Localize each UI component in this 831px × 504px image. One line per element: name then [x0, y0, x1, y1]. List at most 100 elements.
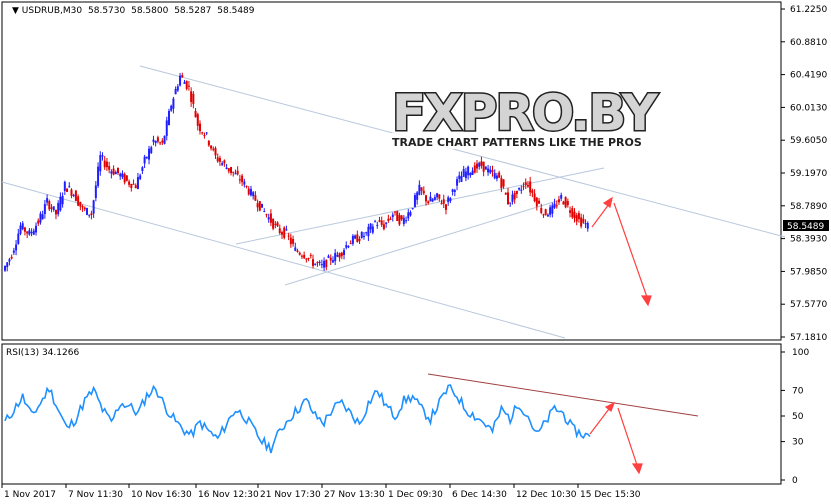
trendline-lower-long[interactable]	[1, 181, 566, 339]
candle-body	[223, 160, 226, 164]
candle-body	[487, 168, 490, 173]
candle-body	[491, 170, 494, 172]
candle-body	[398, 215, 401, 225]
candle-body	[467, 166, 470, 176]
price-tick-label: 57.1810	[790, 333, 827, 343]
candle-body	[125, 175, 128, 181]
rsi-arrow-up-head	[604, 401, 616, 412]
rsi-trendline[interactable]	[427, 373, 699, 417]
candle-body	[349, 243, 352, 245]
candle-body	[504, 192, 507, 195]
candle-body	[462, 169, 465, 177]
candle-body	[416, 192, 419, 200]
candle-body	[394, 211, 396, 213]
candle-body	[507, 192, 510, 205]
candle-body	[413, 195, 416, 207]
candle-body	[57, 203, 60, 215]
candle-body	[199, 123, 201, 132]
price-tick-label: 58.7890	[790, 202, 827, 212]
time-tick-label: 27 Nov 13:30	[324, 490, 385, 500]
candle-body	[300, 255, 303, 257]
price-tick-label: 60.4190	[790, 71, 827, 81]
candle-body	[564, 196, 567, 208]
candle-body	[449, 198, 452, 202]
candle-body	[236, 170, 239, 175]
candle-body	[61, 195, 64, 205]
candle-body	[156, 137, 159, 142]
ohlc-low: 58.5287	[174, 6, 211, 16]
price-tick-label: 59.1970	[790, 169, 827, 179]
candle-body	[400, 215, 403, 220]
candle-body	[8, 259, 11, 262]
candle-body	[540, 207, 543, 213]
candle-body	[402, 217, 405, 224]
rsi-forecast-arrows	[589, 401, 643, 475]
candle-body	[469, 172, 472, 176]
candle-body	[192, 93, 195, 104]
candle-body	[212, 148, 215, 150]
candle-body	[81, 206, 84, 208]
candle-body	[305, 258, 308, 260]
candle-body	[123, 174, 126, 183]
candle-body	[267, 217, 270, 220]
dropdown-triangle-icon[interactable]: ▼	[12, 6, 22, 16]
candle-body	[520, 189, 523, 191]
candle-body	[274, 223, 277, 225]
candle-body	[292, 238, 295, 244]
time-tick-label: 12 Dec 10:30	[516, 490, 577, 500]
forecast-arrow-down	[613, 202, 649, 301]
candle-body	[378, 220, 381, 222]
price-tick-label: 60.8810	[790, 38, 827, 48]
candle-body	[411, 208, 414, 210]
candle-body	[553, 203, 556, 208]
candle-body	[529, 181, 532, 193]
price-tick-label: 57.9850	[790, 267, 827, 277]
candle-body	[569, 210, 572, 213]
candle-body	[79, 201, 82, 207]
forecast-arrow-down-head	[640, 295, 652, 307]
rsi-polyline	[4, 384, 591, 454]
trendlines[interactable]	[1, 65, 786, 339]
candle-body	[176, 86, 179, 91]
time-tick-label: 15 Dec 15:30	[580, 490, 641, 500]
candle-body	[139, 175, 142, 179]
candle-body	[272, 218, 275, 229]
candle-body	[85, 208, 88, 215]
candle-body	[473, 165, 476, 173]
candle-body	[456, 179, 459, 186]
time-tick-label: 6 Dec 14:30	[452, 490, 507, 500]
candle-body	[320, 264, 323, 266]
candle-body	[128, 181, 131, 185]
price-axis: 61.2250 60.8810 60.4190 60.0130 59.6050 59.19…	[781, 5, 827, 343]
candle-body	[294, 247, 297, 251]
trendline-rising-channel-top[interactable]	[235, 167, 605, 245]
candle-body	[362, 235, 365, 237]
candle-body	[296, 250, 299, 252]
candle-body	[23, 227, 26, 232]
candle-body	[389, 218, 392, 220]
candle-body	[542, 214, 545, 216]
candle-body	[15, 244, 18, 251]
candle-body	[256, 203, 259, 208]
candle-body	[573, 211, 576, 219]
candle-body	[261, 203, 264, 208]
current-price-badge	[783, 220, 829, 231]
candle-body	[230, 166, 233, 173]
current-price-label: 58.5489	[787, 222, 824, 232]
rsi-arrow-down	[617, 407, 639, 469]
candle-body	[287, 235, 290, 237]
candle-body	[418, 184, 421, 195]
candle-body	[298, 252, 301, 255]
trendline-upper-channel-top[interactable]	[139, 65, 786, 238]
candle-body	[21, 223, 24, 230]
candle-body	[318, 261, 321, 263]
trendline-rising-channel-bottom[interactable]	[284, 199, 561, 286]
candle-body	[74, 190, 77, 202]
price-tick-label: 57.5770	[790, 300, 827, 310]
candle-body	[354, 235, 357, 239]
price-pane[interactable]	[1, 1, 782, 341]
candle-body	[429, 196, 432, 202]
symbol-label: USDRUB,M30	[22, 6, 83, 16]
ohlc-close: 58.5489	[217, 6, 254, 16]
